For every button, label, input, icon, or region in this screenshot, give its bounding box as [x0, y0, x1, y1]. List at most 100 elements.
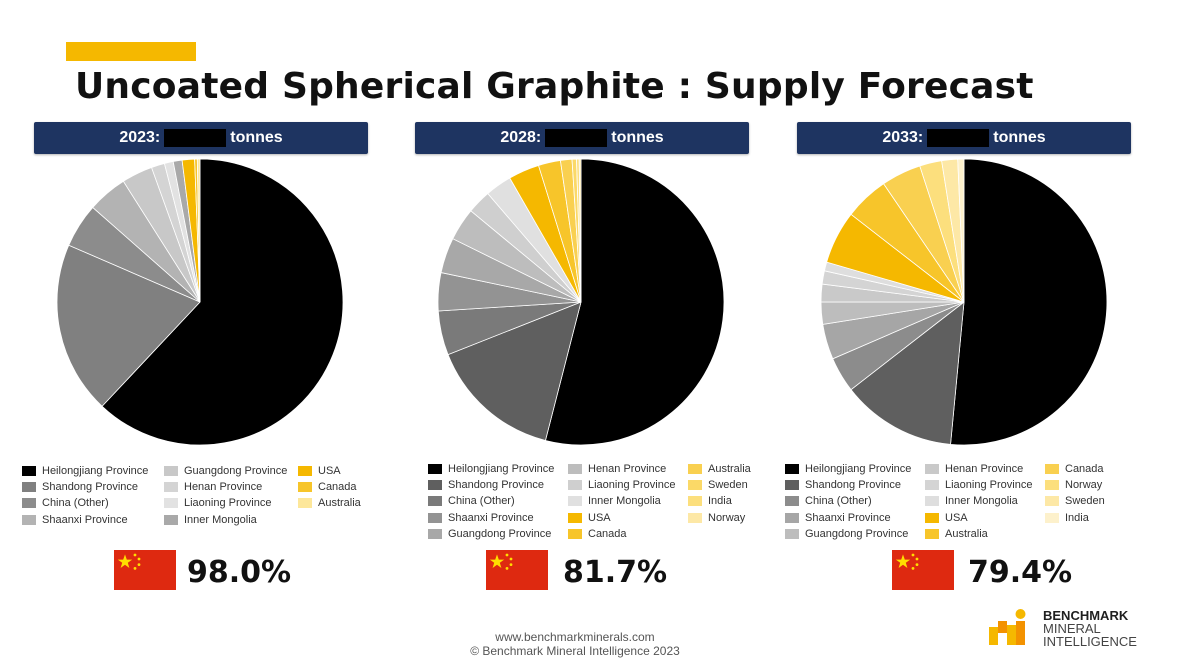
legend-label: Guangdong Province [184, 465, 288, 477]
legend-item-shaanxi-province: Shaanxi Province [22, 513, 128, 527]
legend-label: Shandong Province [805, 479, 902, 492]
legend-item-guangdong-province: Guangdong Province [164, 464, 287, 478]
legend-swatch [164, 482, 178, 493]
legend-label: China (Other) [805, 495, 872, 508]
legend-swatch [785, 464, 799, 474]
legend-item-sweden: Sweden [1045, 494, 1105, 508]
legend-label: Liaoning Province [945, 479, 1033, 492]
legend-swatch [568, 464, 582, 474]
legend-item-usa: USA [925, 511, 968, 525]
pie-slice-shandong-province [56, 244, 201, 407]
china-share-value: 79.4% [968, 555, 1073, 590]
year-label: 2023: [119, 129, 161, 146]
legend-label: Shandong Province [42, 481, 139, 494]
legend-label: Norway [1065, 479, 1103, 492]
legend-swatch [925, 496, 939, 507]
legend-item-india: India [1045, 511, 1089, 525]
benchmark-logo-icon [989, 609, 1026, 645]
legend-item-shandong-province: Shandong Province [785, 478, 901, 492]
legend-label: Henan Province [945, 463, 1024, 475]
legend-swatch [688, 512, 702, 523]
legend-swatch [688, 496, 702, 507]
legend-swatch [428, 512, 442, 523]
logo-line-3: INTELLIGENCE [1043, 634, 1137, 649]
legend-item-guangdong-province: Guangdong Province [428, 527, 551, 541]
unit-label: tonnes [611, 129, 664, 146]
legend-item-shaanxi-province: Shaanxi Province [428, 511, 534, 525]
legend-swatch [164, 466, 178, 476]
legend-item-guangdong-province: Guangdong Province [785, 527, 908, 541]
pie-slice-norway [578, 158, 582, 303]
legend-swatch [785, 528, 799, 539]
pie-slice-heilongjiang-province [101, 158, 344, 446]
redacted-value [545, 129, 608, 147]
legend-item-henan-province: Henan Province [164, 480, 262, 494]
legend-label: Shaanxi Province [448, 511, 534, 524]
panel-header: 2023: tonnes [34, 122, 368, 154]
legend-label: Liaoning Province [184, 497, 272, 510]
legend-swatch [298, 466, 312, 476]
legend-swatch [785, 512, 799, 523]
panel-header: 2028: tonnes [415, 122, 749, 154]
legend-swatch [568, 528, 582, 539]
china-flag-icon [486, 550, 548, 590]
legend-item-australia: Australia [688, 462, 751, 476]
legend-label: Inner Mongolia [945, 495, 1018, 508]
legend-item-sweden: Sweden [688, 478, 748, 492]
legend-swatch [568, 480, 582, 491]
legend-label: Shaanxi Province [42, 513, 128, 526]
china-flag-icon [114, 550, 176, 590]
legend-item-china-other: China (Other) [785, 494, 872, 508]
legend-swatch [1045, 480, 1059, 491]
legend-item-liaoning-province: Liaoning Province [925, 478, 1032, 492]
legend-label: Canada [1065, 463, 1104, 475]
year-label: 2033: [882, 129, 924, 146]
legend-item-inner-mongolia: Inner Mongolia [164, 513, 257, 527]
legend-item-shaanxi-province: Shaanxi Province [785, 511, 891, 525]
unit-label: tonnes [230, 129, 283, 146]
logo-line-2: MINERAL [1043, 621, 1101, 636]
legend-swatch [164, 514, 178, 525]
legend-label: China (Other) [42, 497, 109, 510]
legend-label: Canada [588, 527, 627, 540]
legend-label: Australia [318, 497, 361, 510]
legend-label: Australia [708, 463, 751, 475]
legend-swatch [688, 464, 702, 474]
legend-label: Heilongjiang Province [42, 465, 149, 477]
pie-chart-2028 [437, 158, 725, 446]
legend-label: Heilongjiang Province [805, 463, 912, 475]
legend-item-india: India [688, 494, 732, 508]
legend-item-henan-province: Henan Province [925, 462, 1023, 476]
legend-label: Shaanxi Province [805, 511, 891, 524]
pie-slice-shandong-province [850, 301, 965, 445]
legend-swatch [298, 498, 312, 509]
legend-swatch [688, 480, 702, 491]
legend-label: USA [588, 511, 611, 524]
redacted-value [164, 129, 227, 147]
legend-label: Henan Province [184, 481, 263, 494]
benchmark-logo: BENCHMARK MINERAL INTELLIGENCE [985, 605, 1155, 661]
panel-header: 2033: tonnes [797, 122, 1131, 154]
legend-label: Liaoning Province [588, 479, 676, 492]
legend-label: Inner Mongolia [588, 495, 661, 508]
legend-item-heilongjiang-province: Heilongjiang Province [428, 462, 554, 476]
legend-swatch [925, 480, 939, 491]
legend-swatch [1045, 496, 1059, 507]
footer-url[interactable]: www.benchmarkminerals.com [495, 630, 655, 644]
legend-item-heilongjiang-province: Heilongjiang Province [22, 464, 148, 478]
legend-swatch [22, 514, 36, 525]
legend-item-inner-mongolia: Inner Mongolia [925, 494, 1018, 508]
legend-swatch [428, 480, 442, 491]
legend-swatch [22, 466, 36, 476]
legend-item-shandong-province: Shandong Province [428, 478, 544, 492]
legend-label: USA [945, 511, 968, 524]
legend-item-australia: Australia [298, 496, 361, 510]
panel-2023: 2023: tonnes [34, 122, 368, 154]
china-share-value: 98.0% [187, 555, 292, 590]
legend-swatch [428, 528, 442, 539]
redacted-value [927, 129, 990, 147]
legend-item-australia: Australia [925, 527, 988, 541]
panel-2028: 2028: tonnes [415, 122, 749, 154]
logo-line-1: BENCHMARK [1043, 608, 1129, 623]
legend-swatch [785, 480, 799, 491]
